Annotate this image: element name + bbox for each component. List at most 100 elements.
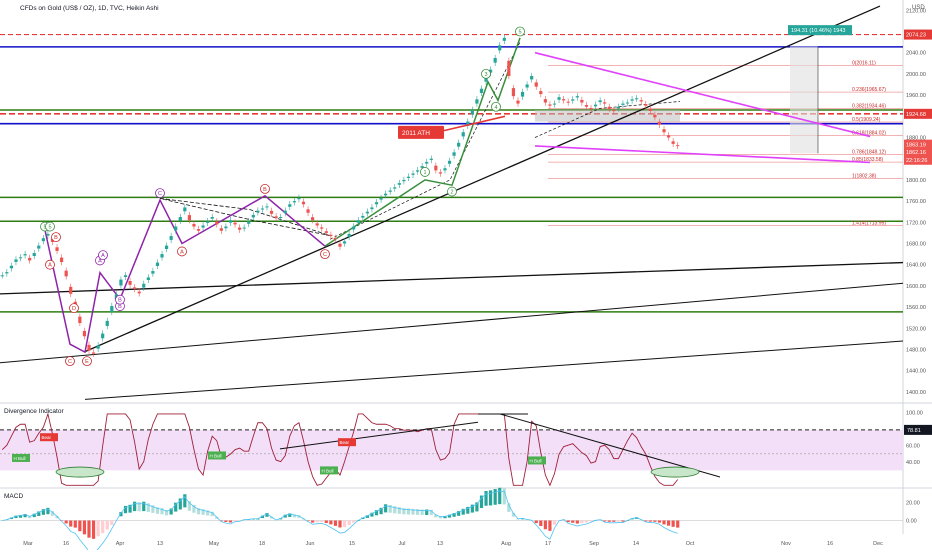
price-tag-box	[904, 29, 932, 40]
macd-histogram-bar	[616, 520, 620, 522]
macd-histogram-bar	[539, 520, 543, 527]
macd-histogram-bar	[105, 520, 109, 530]
candle-body	[406, 176, 411, 178]
price-tick-label: 1600.00	[906, 284, 926, 290]
measure-label-box	[788, 25, 852, 36]
candle-body	[347, 233, 351, 237]
divergence-signal-box	[12, 453, 30, 462]
divergence-value-tag	[904, 424, 932, 435]
divergence-trendline	[279, 421, 479, 450]
macd-histogram-bar	[82, 520, 87, 535]
macd-histogram-bar	[183, 494, 187, 508]
price-tick-label: 1520.00	[906, 326, 926, 332]
candle-body	[516, 100, 520, 104]
candle-body	[671, 141, 675, 144]
time-tick-label: Aug	[501, 541, 511, 547]
candle-body	[301, 201, 306, 205]
wave-label-text: 3	[484, 72, 487, 78]
candle-body	[133, 287, 137, 290]
macd-histogram-bar	[73, 520, 77, 528]
macd-histogram-bar	[64, 520, 68, 524]
macd-histogram-bar	[384, 504, 388, 513]
wave-label-text: B	[118, 304, 122, 310]
fib-level-label: 0.85(1833.58)	[852, 157, 883, 163]
candle-body	[137, 291, 141, 294]
candle-body	[625, 102, 630, 104]
macd-histogram-bar	[498, 487, 502, 505]
candle-body	[260, 208, 265, 210]
wave-label-circle	[155, 188, 165, 199]
candle-body	[470, 109, 474, 115]
wave-label-text: A	[48, 263, 52, 269]
candle-body	[530, 76, 534, 80]
candle-body	[297, 197, 301, 200]
macd-histogram-bar	[297, 515, 301, 518]
fib-level-label: 0.618(1884.02)	[852, 130, 886, 136]
currency-label: USD	[912, 5, 925, 11]
candle-body	[603, 102, 607, 104]
wave-label-text: 2	[450, 190, 453, 196]
divergence-signal-label: Bear	[42, 435, 52, 440]
macd-histogram-bar	[589, 520, 593, 522]
macd-histogram-bar	[146, 503, 150, 512]
macd-histogram-bar	[192, 504, 196, 513]
candle-body	[616, 106, 620, 109]
price-tag-box	[904, 108, 932, 119]
candle-body	[78, 316, 82, 323]
candle-body	[571, 99, 575, 101]
macd-histogram-bar	[128, 504, 132, 513]
time-tick-label: Sep	[589, 541, 599, 547]
price-tick-label: 1880.00	[906, 136, 926, 142]
macd-histogram-bar	[164, 510, 169, 516]
macd-histogram-bar	[511, 512, 516, 517]
candle-body	[37, 245, 41, 249]
candle-body	[110, 306, 114, 312]
macd-histogram-bar	[374, 510, 379, 516]
wave-label-circle	[447, 186, 457, 197]
fib-level-label: 0.786(1848.12)	[852, 149, 886, 155]
candle-body	[653, 114, 657, 118]
macd-histogram-bar	[338, 520, 342, 528]
macd-histogram-bar	[78, 520, 82, 532]
candle-body	[105, 320, 109, 326]
macd-histogram-bar	[174, 502, 178, 512]
candle-body	[256, 210, 260, 213]
candle-body	[178, 217, 182, 221]
candle-body	[443, 168, 447, 171]
fib-level-label: 1(1802.38)	[852, 174, 877, 180]
candle-body	[187, 215, 191, 221]
wave-label-text: C	[158, 191, 162, 197]
macd-histogram-bar	[238, 520, 242, 521]
candle-body	[379, 197, 383, 200]
macd-histogram-bar	[653, 520, 657, 522]
time-tick-label: Dec	[873, 541, 883, 547]
candle-body	[511, 88, 516, 97]
candle-body	[662, 129, 666, 133]
candle-body	[146, 277, 150, 280]
candle-body	[475, 99, 479, 104]
wave-label-text: E	[85, 359, 89, 365]
wave-label-text: B	[54, 235, 58, 241]
time-tick-label: 17	[545, 541, 551, 547]
divergence-signal-label: Bear	[340, 440, 350, 445]
candle-body	[69, 286, 73, 294]
candle-body	[484, 77, 488, 82]
macd-histogram-bar	[666, 520, 671, 526]
candle-body	[639, 100, 643, 102]
price-levels: 0(2016.11) 0.236(1965.67) 0.382(1934.46) 0.…	[0, 33, 903, 313]
drawings	[0, 5, 904, 400]
candle-body	[338, 243, 342, 247]
macd-histogram-bar	[662, 520, 666, 525]
candle-body	[224, 226, 228, 229]
macd-histogram-bar	[466, 506, 470, 514]
macd-histogram-bar	[657, 520, 662, 523]
divergence-signal-box	[528, 456, 546, 465]
macd-histogram-bar	[178, 498, 182, 510]
candle-body	[429, 158, 433, 160]
wave-label-text: 5	[43, 225, 46, 231]
price-tick-label: 1640.00	[906, 263, 926, 269]
macd-histogram-bar	[333, 520, 338, 526]
macd-histogram-bar	[37, 511, 41, 516]
candle-body	[269, 210, 274, 214]
macd-histogram-bar	[575, 520, 579, 524]
